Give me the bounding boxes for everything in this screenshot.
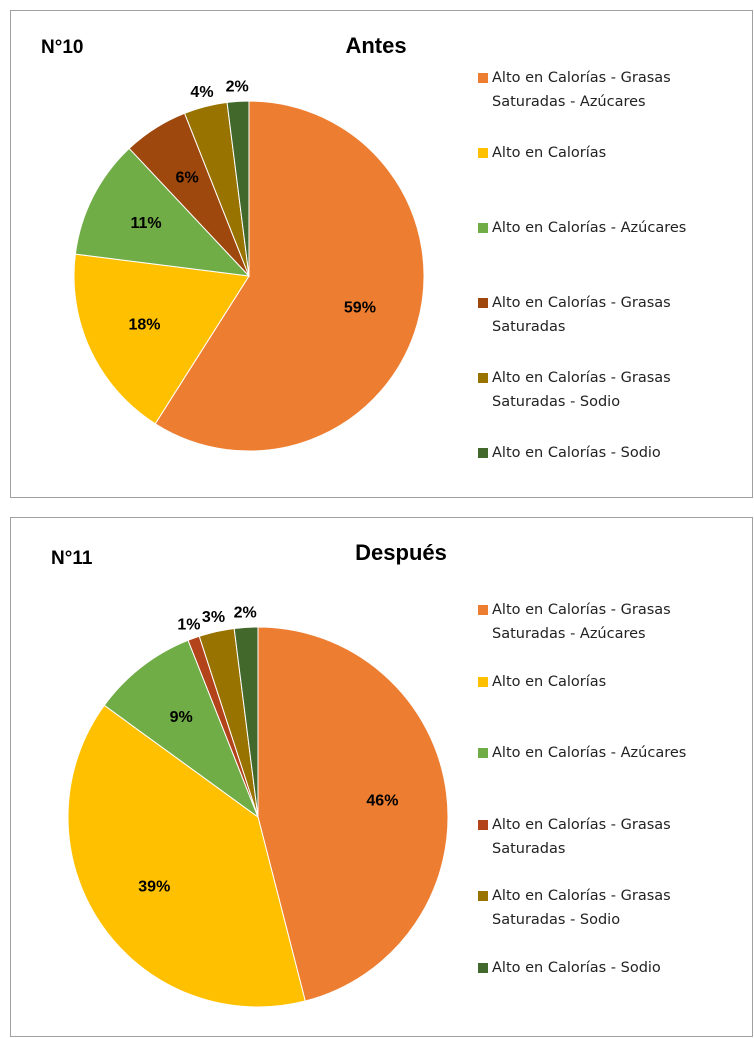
- data-label: 11%: [131, 215, 162, 232]
- legend-label: Alto en Calorías - Azúcares: [492, 220, 687, 236]
- chart: Antes N°10 59% 18% 11% 6% 4% 2%: [41, 33, 425, 452]
- chart: Después N°11 46% 39% 9% 1% 3% 2%: [51, 540, 449, 1008]
- legend-swatch: [478, 373, 488, 383]
- data-label: 39%: [138, 879, 170, 896]
- pie-slice: [257, 626, 449, 1002]
- data-label: 3%: [202, 609, 225, 626]
- data-label: 46%: [366, 793, 398, 810]
- data-label: 59%: [344, 299, 376, 316]
- chart-panel: Antes N°10 59% 18% 11% 6% 4% 2% Alto en Calorías…: [10, 10, 753, 498]
- legend-swatch: [478, 605, 488, 615]
- legend-label: Alto en Calorías - Sodio: [492, 959, 661, 976]
- pie-slice: [233, 626, 259, 818]
- legend-label: Alto en Calorías - Sodio: [492, 445, 661, 461]
- data-label: 2%: [226, 79, 249, 96]
- data-label: 6%: [176, 170, 199, 187]
- pie-slice: [67, 704, 306, 1008]
- legend-label: Alto en Calorías: [492, 673, 607, 690]
- legend-swatch: [478, 676, 488, 687]
- legend-swatch: [478, 748, 488, 758]
- data-label: 18%: [128, 316, 160, 333]
- pie-slice: [103, 639, 260, 819]
- legend-swatch: [478, 73, 488, 83]
- legend-label: Alto en Calorías - Grasas Saturadas - Az…: [492, 70, 671, 110]
- data-label: 1%: [177, 616, 200, 633]
- data-label: 9%: [170, 709, 193, 726]
- figure-label: N°10: [41, 37, 83, 58]
- legend-label: Alto en Calorías - Grasas Saturadas - Az…: [492, 602, 671, 642]
- legend-swatch: [478, 962, 488, 973]
- chart-panel: Después N°11 46% 39% 9% 1% 3% 2% Alto en Caloría…: [10, 517, 753, 1037]
- legend-swatch: [478, 298, 488, 308]
- pie-slice: [73, 253, 250, 425]
- legend-swatch: [478, 148, 488, 158]
- pie-slice: [74, 147, 251, 277]
- legend-swatch: [478, 223, 488, 233]
- legend-label: Alto en Calorías - Grasas Saturadas: [492, 816, 671, 857]
- data-label: 4%: [190, 84, 213, 101]
- legend-swatch: [478, 819, 488, 830]
- figure-label: N°11: [51, 548, 93, 569]
- legend-label: Alto en Calorías - Grasas Saturadas - So…: [492, 888, 671, 928]
- pie-slice: [226, 100, 250, 277]
- chart-title: Antes: [345, 33, 406, 58]
- legend-label: Alto en Calorías - Grasas Saturadas: [492, 295, 671, 335]
- data-label: 2%: [234, 605, 257, 622]
- legend-swatch: [478, 448, 488, 458]
- legend-swatch: [478, 891, 488, 901]
- legend-label: Alto en Calorías - Azúcares: [492, 745, 687, 761]
- chart-title: Después: [355, 540, 447, 565]
- legend-label: Alto en Calorías: [492, 145, 607, 161]
- pie-slice: [154, 100, 425, 452]
- legend-label: Alto en Calorías - Grasas Saturadas - So…: [492, 370, 671, 410]
